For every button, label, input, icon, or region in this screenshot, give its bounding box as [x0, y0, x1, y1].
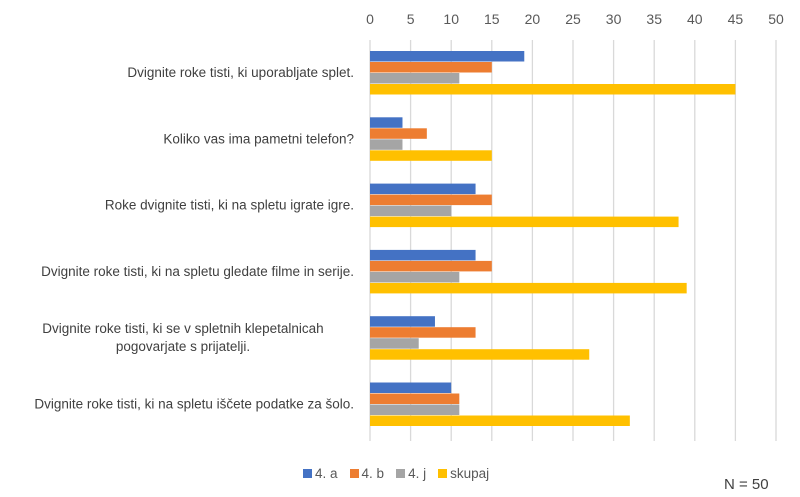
x-tick-label: 35 [646, 11, 662, 27]
x-tick-label: 10 [443, 11, 459, 27]
category-label: Dvignite roke tisti, ki na spletu gledat… [41, 264, 354, 279]
x-tick-label: 5 [407, 11, 415, 27]
bar-4-a [370, 117, 403, 128]
category-label: Dvignite roke tisti, ki na spletu iščete… [34, 397, 354, 412]
bar-4-a [370, 51, 525, 62]
category-label: pogovarjate s prijatelji. [116, 339, 250, 354]
legend-item: 4. a [303, 466, 338, 481]
x-tick-label: 25 [565, 11, 581, 27]
legend-label: 4. b [361, 466, 385, 481]
bar-4-a [370, 183, 476, 195]
x-tick-label: 45 [728, 11, 744, 27]
x-axis-ticks: 0 5 10 15 20 25 30 35 40 45 50 [366, 11, 784, 27]
bars [370, 51, 736, 426]
legend-swatch [396, 469, 406, 478]
legend-item: 4. b [349, 466, 385, 481]
legend-swatch [349, 469, 359, 478]
legend-item: skupaj [438, 466, 489, 481]
bar-4-b [370, 128, 427, 139]
bar-4-j [370, 205, 452, 217]
bar-4-j [370, 271, 460, 283]
x-tick-label: 20 [525, 11, 541, 27]
x-tick-label: 15 [484, 11, 500, 27]
bar-4-b [370, 260, 492, 272]
bar-4-a [370, 316, 435, 327]
bar-4-b [370, 62, 492, 73]
bar-skupaj [370, 84, 736, 95]
legend-label: skupaj [450, 466, 490, 481]
bar-4-b [370, 194, 492, 206]
sample-size-annotation: N = 50 [724, 476, 769, 493]
category-labels: Dvignite roke tisti, ki uporabljate sple… [34, 65, 354, 412]
gridlines [369, 40, 777, 441]
x-tick-label: 0 [366, 11, 374, 27]
bar-skupaj [370, 282, 687, 294]
legend-label: 4. a [315, 466, 338, 481]
x-tick-label: 50 [768, 11, 784, 27]
bar-4-a [370, 382, 452, 393]
legend: 4. a 4. b 4. j skupaj [303, 466, 489, 481]
bar-skupaj [370, 349, 590, 360]
category-label: Koliko vas ima pametni telefon? [163, 131, 354, 146]
bar-skupaj [370, 216, 679, 228]
category-label: Dvignite roke tisti, ki se v spletnih kl… [42, 321, 323, 336]
bar-4-b [370, 393, 460, 404]
bar-skupaj [370, 415, 630, 426]
x-tick-label: 30 [606, 11, 622, 27]
bar-4-b [370, 327, 476, 338]
legend-swatch [438, 469, 448, 478]
legend-item: 4. j [396, 466, 426, 481]
category-label: Roke dvignite tisti, ki na spletu igrate… [105, 198, 354, 213]
category-label: Dvignite roke tisti, ki uporabljate sple… [127, 65, 354, 80]
legend-swatch [303, 469, 312, 478]
bar-4-j [370, 73, 460, 84]
bar-4-j [370, 139, 403, 150]
x-tick-label: 40 [687, 11, 703, 27]
bar-4-a [370, 249, 476, 261]
bar-4-j [370, 404, 460, 415]
bar-4-j [370, 338, 419, 349]
legend-label: 4. j [408, 466, 427, 481]
bar-skupaj [370, 150, 492, 161]
